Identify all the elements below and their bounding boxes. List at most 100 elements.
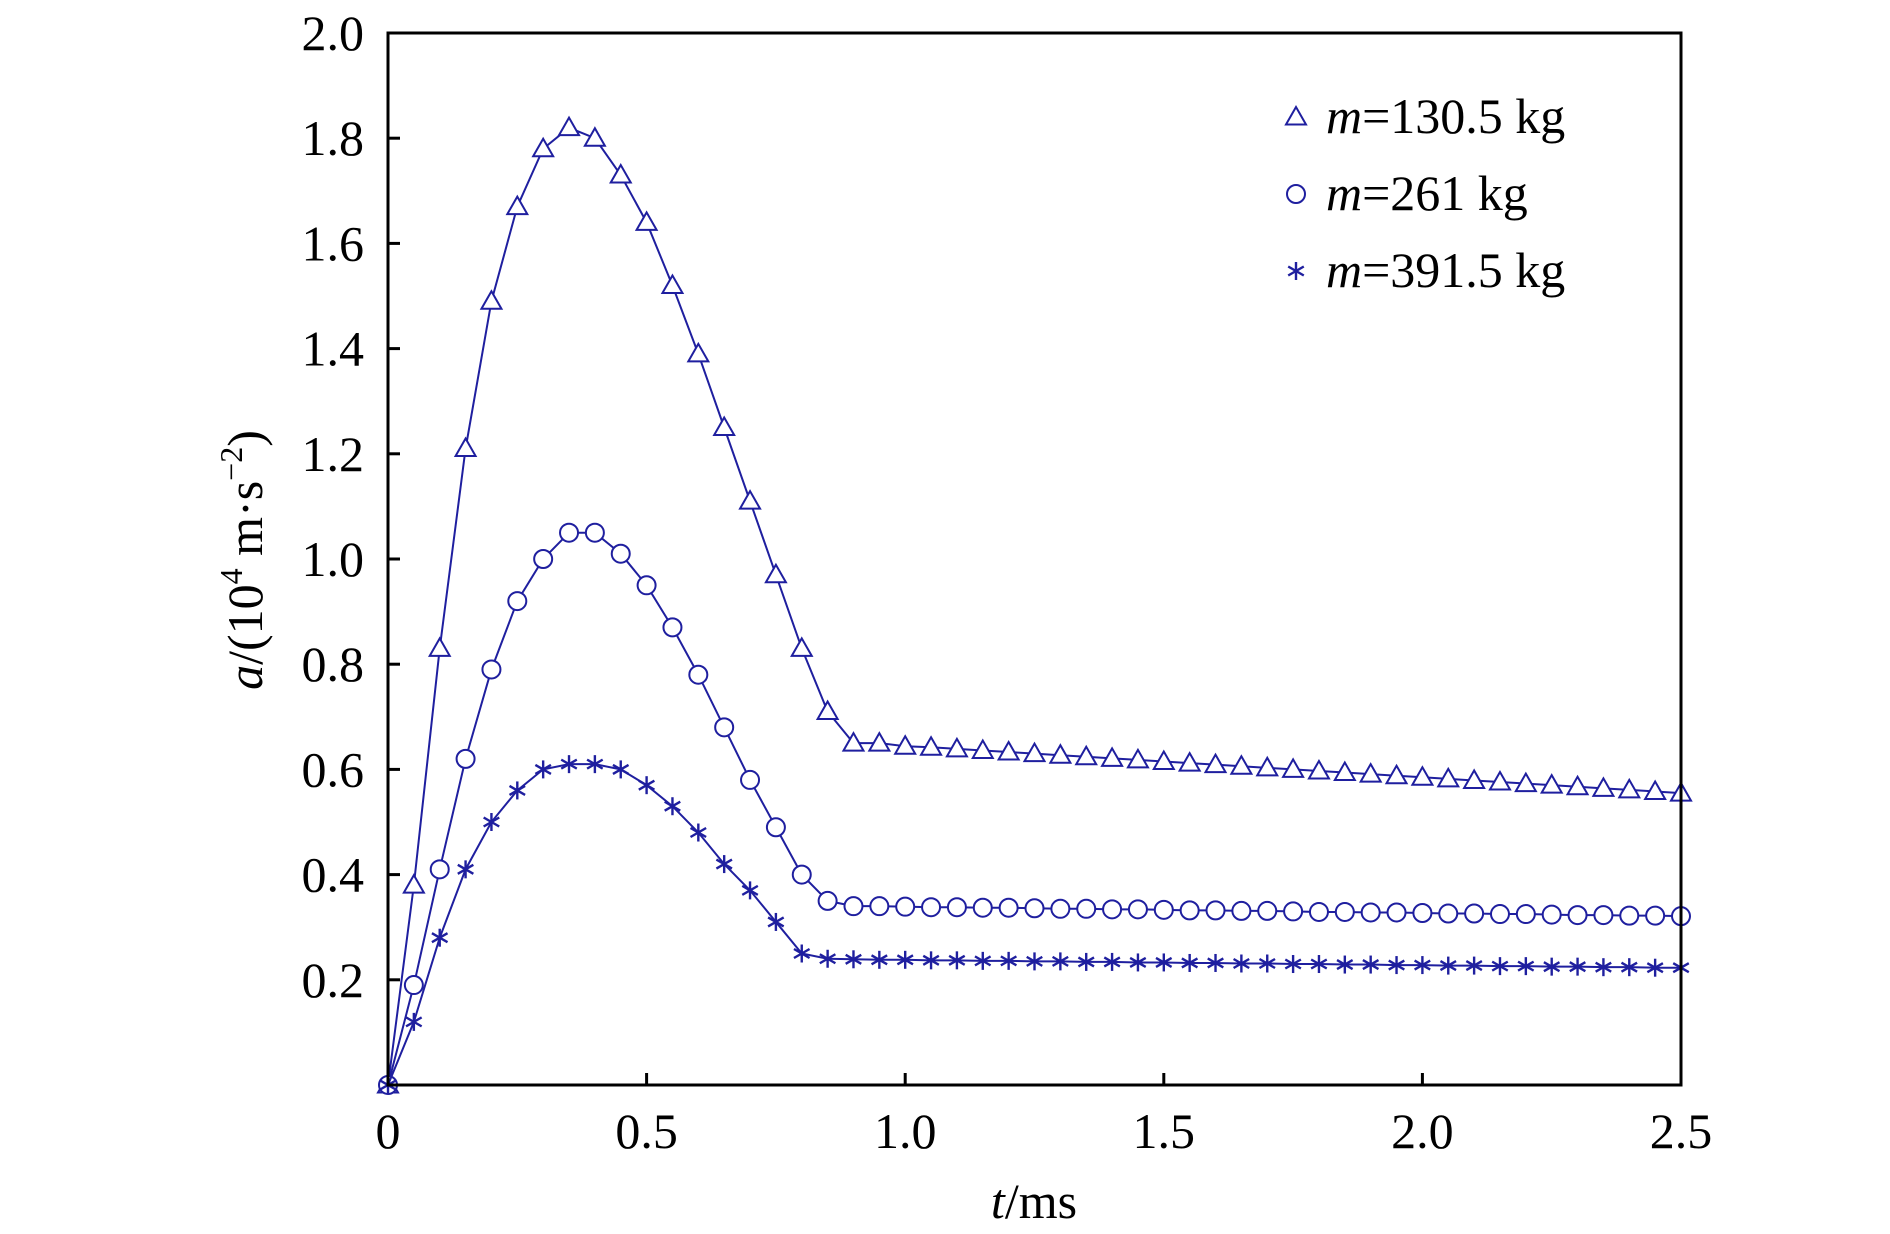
legend-label-series-1: m=130.5 kg	[1326, 88, 1565, 144]
circle-marker	[740, 769, 761, 790]
star-marker	[638, 776, 655, 795]
triangle-marker	[557, 115, 581, 137]
triangle-marker	[945, 736, 969, 758]
circle-marker	[1489, 904, 1510, 925]
circle-marker	[972, 897, 993, 918]
circle-marker	[1593, 905, 1614, 926]
triangle-marker	[841, 731, 866, 752]
circle-marker	[584, 522, 605, 543]
circle-marker	[791, 864, 812, 885]
star-marker	[1000, 951, 1018, 970]
star-marker	[1310, 955, 1328, 974]
circle-marker	[1619, 905, 1640, 926]
y-tick-label: 2.0	[302, 5, 365, 61]
triangle-marker	[1462, 768, 1486, 789]
star-marker	[1051, 952, 1069, 971]
circle-marker	[1205, 900, 1226, 921]
star-marker	[1439, 956, 1457, 975]
triangle-marker	[1307, 758, 1331, 780]
legend: m=130.5 kg m=261 kg m=391.5 kg	[1284, 88, 1565, 298]
circle-marker	[1308, 901, 1329, 922]
legend-label-series-2: m=261 kg	[1326, 165, 1528, 221]
circle-marker	[998, 897, 1019, 918]
series-1	[376, 115, 1693, 1094]
y-tick-label: 0.4	[302, 847, 365, 903]
circle-marker	[1076, 898, 1097, 919]
star-marker	[1181, 953, 1199, 972]
triangle-marker	[738, 489, 762, 510]
triangle-marker	[583, 126, 607, 147]
star-marker	[1336, 955, 1354, 974]
triangle-marker	[531, 136, 555, 158]
circle-marker	[636, 575, 657, 596]
star-marker	[1620, 958, 1638, 977]
circle-marker	[1153, 899, 1174, 920]
x-tick-label: 2.0	[1391, 1103, 1454, 1159]
star-marker	[689, 823, 707, 842]
circle-marker	[1386, 902, 1407, 923]
star-marker	[508, 781, 526, 800]
triangle-marker	[971, 738, 995, 759]
circle-marker	[481, 659, 502, 680]
triangle-marker	[479, 289, 504, 310]
triangle-marker	[919, 735, 943, 756]
star-marker	[845, 950, 862, 969]
x-tick-label: 0.5	[615, 1103, 678, 1159]
circle-marker	[662, 617, 683, 638]
triangle-marker	[996, 740, 1021, 761]
triangle-marker	[1514, 771, 1538, 793]
star-marker	[664, 797, 681, 816]
triangle-marker	[1333, 760, 1357, 782]
star-marker	[948, 951, 966, 970]
star-marker	[1362, 955, 1380, 974]
star-marker	[483, 813, 500, 831]
circle-marker	[429, 859, 450, 880]
circle-marker	[1231, 900, 1252, 921]
star-marker	[1258, 954, 1276, 973]
plot-frame	[386, 31, 1683, 1087]
star-marker	[534, 760, 552, 779]
y-tick-label: 1.2	[302, 426, 365, 482]
triangle-marker	[1255, 755, 1279, 777]
legend-item-series-1: m=130.5 kg	[1284, 88, 1565, 144]
y-tick-label: 0.6	[302, 741, 365, 797]
circle-marker	[1179, 900, 1200, 921]
legend-item-series-3: m=391.5 kg	[1287, 242, 1565, 298]
circle-marker	[1541, 904, 1562, 925]
triangle-marker	[1284, 104, 1308, 126]
triangle-marker	[427, 636, 452, 657]
y-tick-label: 1.6	[302, 215, 365, 271]
x-tick-label: 1.0	[874, 1103, 937, 1159]
y-axis-label: a/(104 m·s−2)	[213, 430, 273, 690]
circle-marker	[610, 543, 631, 564]
triangle-marker	[1488, 770, 1512, 791]
star-marker	[1646, 958, 1664, 977]
y-tick-label: 1.8	[302, 110, 365, 166]
star-marker	[1232, 954, 1250, 973]
star-marker	[793, 944, 811, 963]
triangle-marker	[1177, 751, 1202, 772]
star-marker	[457, 860, 474, 879]
triangle-marker	[1074, 744, 1098, 766]
triangle-marker	[1591, 776, 1616, 797]
star-marker	[1465, 956, 1483, 975]
circle-marker	[1334, 901, 1355, 922]
star-marker	[1595, 958, 1612, 977]
star-marker	[586, 755, 604, 774]
triangle-marker	[1358, 762, 1383, 783]
y-tick-label: 1.4	[302, 321, 365, 377]
star-marker	[922, 951, 940, 970]
triangle-marker	[1565, 774, 1590, 796]
circle-marker	[1050, 898, 1071, 919]
star-marker	[1517, 957, 1535, 976]
triangle-marker	[402, 873, 426, 894]
star-marker	[1284, 955, 1302, 974]
circle-marker	[714, 717, 735, 738]
circle-marker	[869, 896, 890, 917]
triangle-marker	[1643, 779, 1667, 800]
series-line	[387, 763, 1681, 1086]
triangle-marker	[764, 562, 788, 584]
axis-ticks: 0 0.5 1.0 1.5 2.0 2.5 0.2 0.4 0.6 0.8 1.0 1.2 1.4 1.6…	[302, 5, 1713, 1159]
triangle-marker	[660, 273, 685, 294]
